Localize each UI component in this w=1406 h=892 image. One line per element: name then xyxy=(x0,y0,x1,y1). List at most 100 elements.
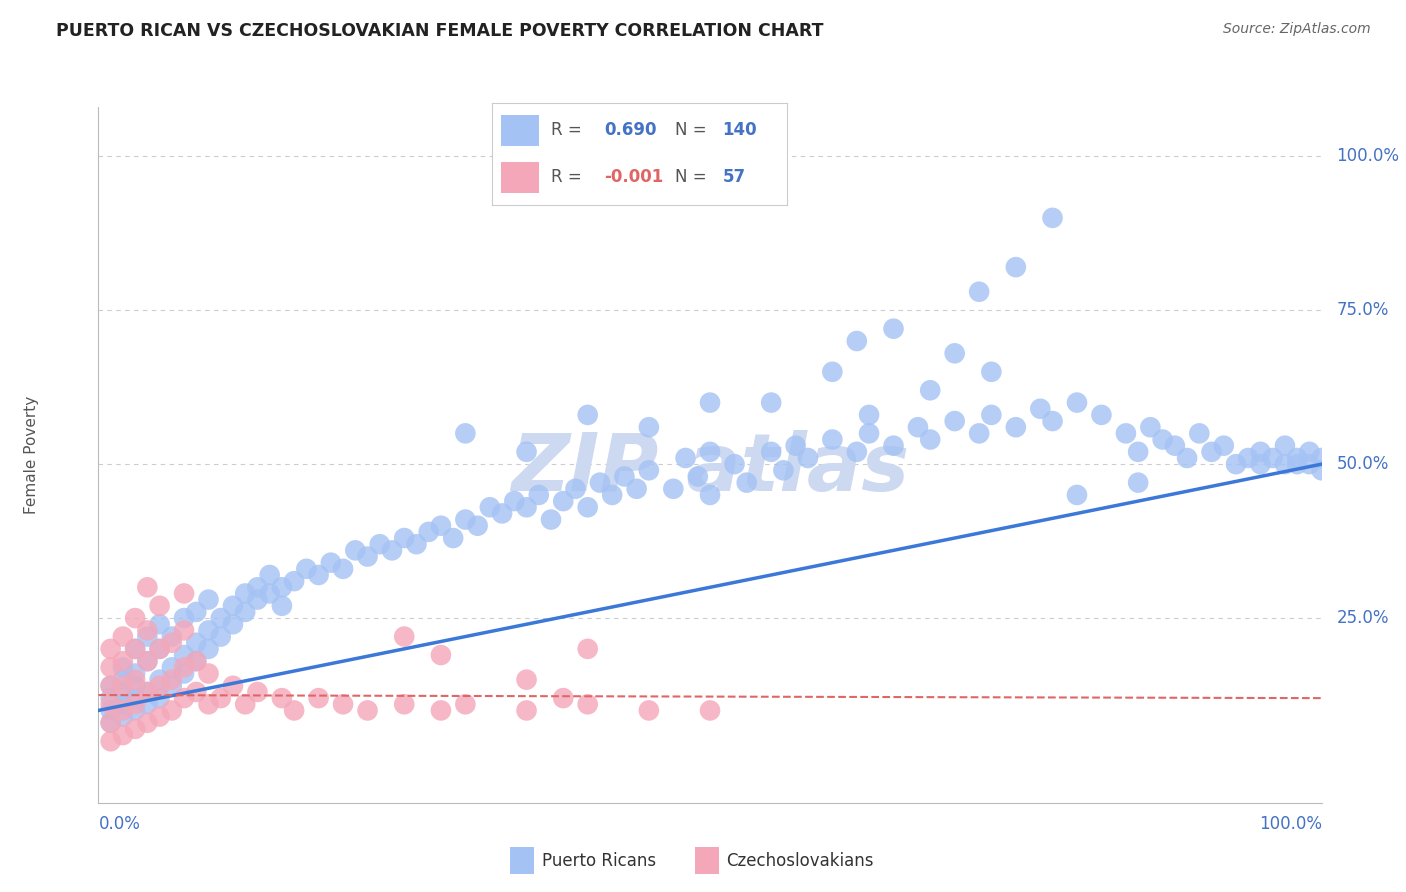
Point xyxy=(100,641,122,656)
Point xyxy=(259,586,281,600)
Point xyxy=(283,703,305,717)
Point xyxy=(821,365,844,379)
Point xyxy=(1310,463,1333,477)
Point xyxy=(111,654,134,668)
Point xyxy=(233,698,256,712)
Point xyxy=(907,420,929,434)
Point xyxy=(980,408,1002,422)
Point xyxy=(491,507,513,521)
Point xyxy=(270,691,294,706)
Point xyxy=(308,568,330,582)
Point xyxy=(100,679,122,693)
Point xyxy=(149,641,172,656)
Point xyxy=(270,599,294,613)
Point xyxy=(124,722,146,736)
Point xyxy=(821,433,844,447)
Point xyxy=(637,420,661,434)
Point xyxy=(111,709,134,723)
Point xyxy=(392,698,416,712)
Point xyxy=(662,482,685,496)
Point xyxy=(186,654,208,668)
Point xyxy=(1066,395,1088,409)
Point xyxy=(173,660,195,674)
Point xyxy=(1286,450,1309,465)
Point xyxy=(356,703,378,717)
Point xyxy=(1298,445,1320,459)
Point xyxy=(160,630,183,644)
Point xyxy=(1004,260,1026,274)
Point xyxy=(186,636,208,650)
Point xyxy=(186,605,208,619)
Point xyxy=(1249,457,1271,471)
Bar xyxy=(695,847,718,874)
Point xyxy=(1175,450,1198,465)
Point xyxy=(124,641,146,656)
Point xyxy=(173,691,195,706)
Point xyxy=(173,666,195,681)
Point xyxy=(441,531,464,545)
Point xyxy=(173,648,195,662)
Point xyxy=(124,673,146,687)
Text: R =: R = xyxy=(551,169,582,186)
Point xyxy=(356,549,378,564)
Point xyxy=(100,660,122,674)
Point xyxy=(136,698,159,712)
Point xyxy=(124,703,146,717)
Point xyxy=(686,469,709,483)
Point xyxy=(967,426,990,441)
Point xyxy=(576,408,599,422)
Point xyxy=(1042,414,1064,428)
Point xyxy=(430,703,453,717)
Point xyxy=(1152,433,1174,447)
Point xyxy=(100,734,122,748)
Point xyxy=(160,679,183,693)
Point xyxy=(259,568,281,582)
Point xyxy=(160,660,183,674)
Point xyxy=(100,703,122,717)
Point xyxy=(626,482,648,496)
Point xyxy=(344,543,367,558)
Point xyxy=(173,611,195,625)
Point xyxy=(111,728,134,742)
Text: 100.0%: 100.0% xyxy=(1258,815,1322,833)
Point xyxy=(1128,475,1150,490)
Text: Female Poverty: Female Poverty xyxy=(24,396,38,514)
Text: 0.690: 0.690 xyxy=(605,121,657,139)
Text: 140: 140 xyxy=(723,121,756,139)
Point xyxy=(111,673,134,687)
Point xyxy=(454,512,477,526)
Point xyxy=(699,445,721,459)
FancyBboxPatch shape xyxy=(501,115,540,145)
Point xyxy=(858,426,880,441)
Point xyxy=(368,537,391,551)
Point xyxy=(1188,426,1211,441)
Text: 0.0%: 0.0% xyxy=(98,815,141,833)
Point xyxy=(209,630,232,644)
Point xyxy=(1004,420,1026,434)
Point xyxy=(209,691,232,706)
Point xyxy=(527,488,550,502)
Point xyxy=(124,691,146,706)
Point xyxy=(332,698,354,712)
Point xyxy=(1261,450,1284,465)
Text: Puerto Ricans: Puerto Ricans xyxy=(541,852,655,870)
Point xyxy=(246,592,269,607)
Point xyxy=(295,562,318,576)
Point xyxy=(186,685,208,699)
Point xyxy=(197,624,219,638)
Point xyxy=(149,641,172,656)
Point xyxy=(100,715,122,730)
Point xyxy=(430,648,453,662)
Text: 50.0%: 50.0% xyxy=(1336,455,1389,473)
Point xyxy=(124,679,146,693)
Point xyxy=(149,679,172,693)
Point xyxy=(100,715,122,730)
Point xyxy=(381,543,404,558)
Text: 25.0%: 25.0% xyxy=(1336,609,1389,627)
Point xyxy=(478,500,501,515)
Point xyxy=(883,439,905,453)
Point xyxy=(454,698,477,712)
Point xyxy=(283,574,305,589)
Point xyxy=(589,475,612,490)
Point xyxy=(1298,457,1320,471)
